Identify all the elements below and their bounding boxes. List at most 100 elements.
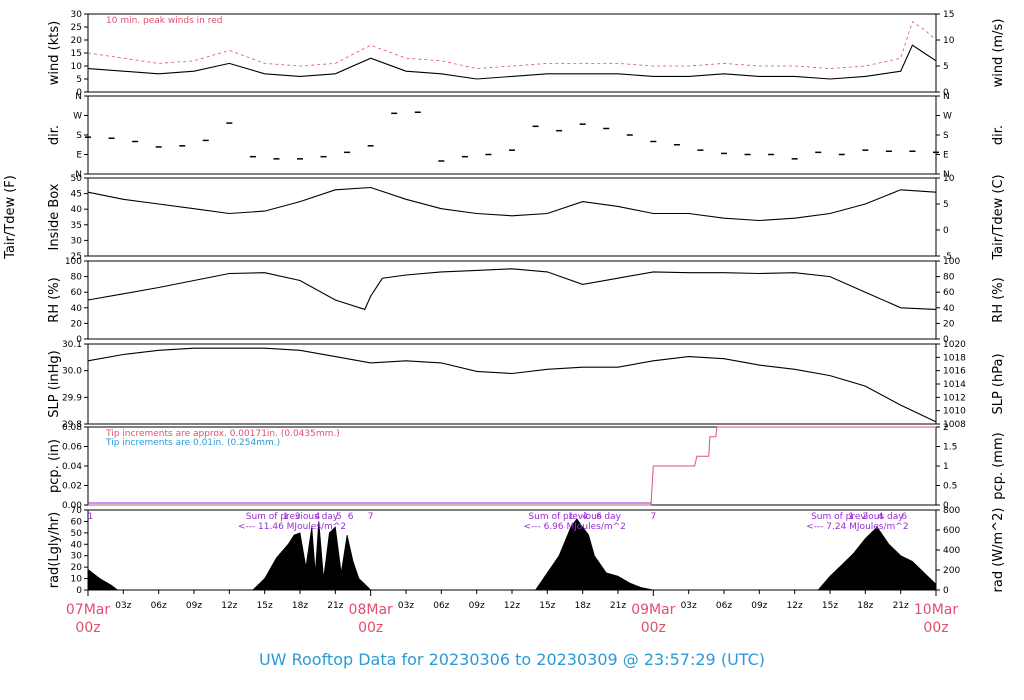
left-tick-label: 30 (71, 236, 83, 246)
series-wind-speed (87, 44, 937, 80)
daily-sum-line1: Sum of previous day (246, 512, 339, 522)
left-tick-label: N (75, 92, 82, 102)
left-tick-label: 29.9 (62, 393, 82, 403)
left-tick-label: 20 (71, 319, 83, 329)
right-tick-label: 10 (943, 36, 955, 46)
series-RH (87, 268, 937, 311)
panel-frame (87, 95, 937, 175)
y-axis-label-left: pcp. (in) (47, 439, 62, 493)
y-axis-label-right: dir. (991, 125, 1006, 145)
hour-marker: 4 (315, 512, 321, 522)
left-tick-label: 5 (76, 75, 82, 85)
right-tick-label: 0 (943, 501, 949, 511)
panel-frame (87, 260, 937, 340)
x-tick-label: 18z (575, 601, 591, 611)
day-label-hour: 00z (923, 620, 948, 636)
right-tick-label: 1.5 (943, 443, 957, 453)
right-tick-label: 1018 (943, 353, 966, 363)
x-tick-label: 21z (327, 601, 343, 611)
hour-marker: 1 (87, 512, 93, 522)
hour-marker: 4 (582, 512, 588, 522)
y-axis-label-left: rad(Lgly/hr) (47, 512, 62, 588)
day-label-hour: 00z (641, 620, 666, 636)
right-tick-label: 10 (943, 174, 955, 184)
hour-marker: 3 (295, 512, 301, 522)
left-tick-label: 50 (71, 174, 83, 184)
right-tick-label: 0 (943, 586, 949, 596)
y-axis-label-right: SLP (hPa) (991, 353, 1006, 414)
left-tick-label: 25 (71, 23, 82, 33)
right-tick-label: 1014 (943, 380, 966, 390)
x-tick-label: 15z (539, 601, 555, 611)
hour-marker: 7 (650, 512, 656, 522)
left-tick-label: 25 (71, 252, 82, 262)
y-axis-label-right: pcp. (mm) (991, 432, 1006, 499)
x-tick-label: 15z (257, 601, 273, 611)
hour-marker: 6 (901, 512, 907, 522)
left-tick-label: 0 (76, 335, 82, 345)
series-precip (88, 426, 936, 506)
y-axis-label-right: wind (m/s) (991, 19, 1006, 88)
right-tick-label: 80 (943, 273, 955, 283)
left-tick-label: 0.02 (62, 482, 82, 492)
right-tick-label: 0 (943, 88, 949, 98)
left-tick-label: 100 (65, 257, 82, 267)
day-label-date: 08Mar (349, 602, 393, 618)
y-axis-label-left: SLP (inHg) (47, 350, 62, 418)
left-tick-label: 60 (71, 288, 83, 298)
daily-sum-line2: <--- 11.46 MJoules/m^2 (238, 522, 346, 532)
right-tick-label: 60 (943, 288, 955, 298)
right-tick-label: 5 (943, 62, 949, 72)
x-tick-label: 09z (751, 601, 767, 611)
y-axis-label-right: rad (W/m^2) (991, 508, 1006, 593)
y-axis-label-left: dir. (47, 125, 62, 145)
day-label-hour: 00z (358, 620, 383, 636)
panel-annotation: 10 min. peak winds in red (106, 16, 223, 26)
series-radiation (87, 518, 937, 591)
x-tick-label: 18z (857, 601, 873, 611)
day-label-date: 10Mar (914, 602, 958, 618)
right-tick-label: 100 (943, 257, 960, 267)
right-tick-label: 200 (943, 566, 960, 576)
y-axis-label-left: RH (%) (47, 277, 62, 322)
daily-sum-line1: Sum of previous day (811, 512, 904, 522)
series-peak (87, 21, 937, 70)
x-tick-label: 12z (221, 601, 237, 611)
left-tick-label: 80 (71, 273, 83, 283)
right-tick-label: 0 (943, 335, 949, 345)
right-tick-label: N (943, 92, 950, 102)
series-SLP (87, 347, 937, 423)
daily-sum-line1: Sum of previous day (528, 512, 621, 522)
left-tick-label: 45 (71, 190, 82, 200)
panel-wind: 0 5 10 15 20 25 30 0 5 10 15 wind (kts) wind (m/s) 10… (47, 10, 1006, 98)
y-axis-label-right: RH (%) (991, 277, 1006, 322)
left-tick-label: 0.00 (62, 501, 82, 511)
day-label-hour: 00z (75, 620, 100, 636)
left-tick-label: N (75, 170, 82, 180)
right-tick-label: 400 (943, 546, 960, 556)
right-tick-label: 40 (943, 304, 955, 314)
daily-sum-line2: <--- 7.24 MJoules/m^2 (806, 522, 908, 532)
right-tick-label: 0.5 (943, 482, 957, 492)
left-tick-label: 30 (71, 552, 83, 562)
left-tick-label: 50 (71, 529, 83, 539)
hour-marker: 5 (336, 512, 342, 522)
x-tick-label: 03z (115, 601, 131, 611)
x-tick-label: 06z (151, 601, 167, 611)
left-tick-label: 20 (71, 563, 83, 573)
right-tick-label: S (943, 131, 949, 141)
left-tick-label: 30 (71, 10, 83, 20)
x-tick-label: 09z (469, 601, 485, 611)
day-label-date: 09Mar (631, 602, 675, 618)
left-tick-label: 15 (71, 49, 82, 59)
y-axis-label-left-2: Tair/Tdew (F) (3, 175, 18, 260)
y-axis-label-right: Tair/Tdew (C) (991, 174, 1006, 260)
x-axis: 03z 06z 09z 12z 15z 18z 21z 03z 06z 09z 12z 15z 18z 2… (66, 590, 958, 636)
left-tick-label: 0 (76, 586, 82, 596)
x-tick-label: 03z (398, 601, 414, 611)
day-label-date: 07Mar (66, 602, 110, 618)
x-tick-label: 06z (433, 601, 449, 611)
